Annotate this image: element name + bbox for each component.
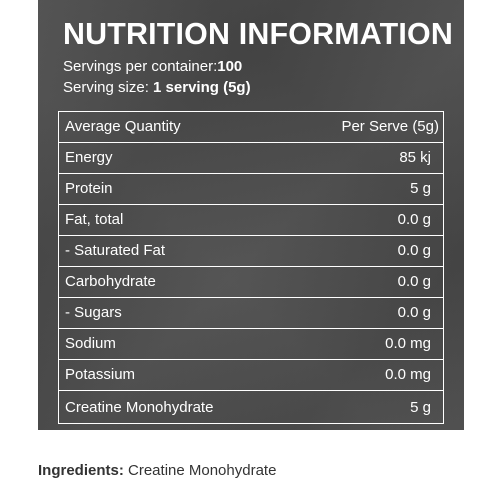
table-header-row: Average Quantity Per Serve (5g) xyxy=(59,112,443,142)
row-name: Sodium xyxy=(65,335,116,352)
row-value: 0.0 g xyxy=(397,242,431,259)
ingredients-label: Ingredients: xyxy=(38,462,124,479)
servings-per-container: Servings per container:100 xyxy=(63,58,242,76)
table-row-carbohydrate: Carbohydrate 0.0 g xyxy=(59,266,443,297)
panel-title: NUTRITION INFORMATION xyxy=(63,16,454,51)
row-name: Fat, total xyxy=(65,211,124,228)
table-row-sodium: Sodium 0.0 mg xyxy=(59,328,443,359)
ingredients-line: Ingredients: Creatine Monohydrate xyxy=(38,462,276,479)
row-value: 0.0 mg xyxy=(385,366,431,383)
row-name: - Sugars xyxy=(65,304,122,321)
table-row-fat-total: Fat, total 0.0 g xyxy=(59,204,443,235)
table-row-protein: Protein 5 g xyxy=(59,173,443,204)
servings-per-container-value: 100 xyxy=(217,58,243,75)
table-row-creatine-monohydrate: Creatine Monohydrate 5 g xyxy=(59,390,443,423)
row-value: 0.0 g xyxy=(397,211,431,228)
row-value: 0.0 g xyxy=(397,304,431,321)
row-value: 5 g xyxy=(410,399,431,416)
table-row-sugars: - Sugars 0.0 g xyxy=(59,297,443,328)
header-average-quantity: Average Quantity xyxy=(65,118,181,135)
nutrition-table: Average Quantity Per Serve (5g) Energy 8… xyxy=(58,111,444,424)
row-name: Protein xyxy=(65,180,113,197)
nutrition-panel: NUTRITION INFORMATION Servings per conta… xyxy=(38,0,464,430)
row-value: 5 g xyxy=(410,180,431,197)
row-value: 0.0 g xyxy=(397,273,431,290)
row-value: 0.0 mg xyxy=(385,335,431,352)
serving-size-label: Serving size: xyxy=(63,79,149,96)
header-per-serve: Per Serve (5g) xyxy=(341,118,439,135)
row-name: Creatine Monohydrate xyxy=(65,399,214,416)
table-row-saturated-fat: - Saturated Fat 0.0 g xyxy=(59,235,443,266)
row-name: Carbohydrate xyxy=(65,273,156,290)
row-name: Energy xyxy=(65,149,113,166)
ingredients-value: Creatine Monohydrate xyxy=(128,462,277,479)
row-name: Potassium xyxy=(65,366,136,383)
row-value: 85 kj xyxy=(399,149,431,166)
serving-size: Serving size: 1 serving (5g) xyxy=(63,79,251,97)
servings-per-container-label: Servings per container: xyxy=(63,58,218,75)
table-row-potassium: Potassium 0.0 mg xyxy=(59,359,443,390)
serving-size-value: 1 serving (5g) xyxy=(153,79,251,96)
row-name: - Saturated Fat xyxy=(65,242,166,259)
table-row-energy: Energy 85 kj xyxy=(59,142,443,173)
